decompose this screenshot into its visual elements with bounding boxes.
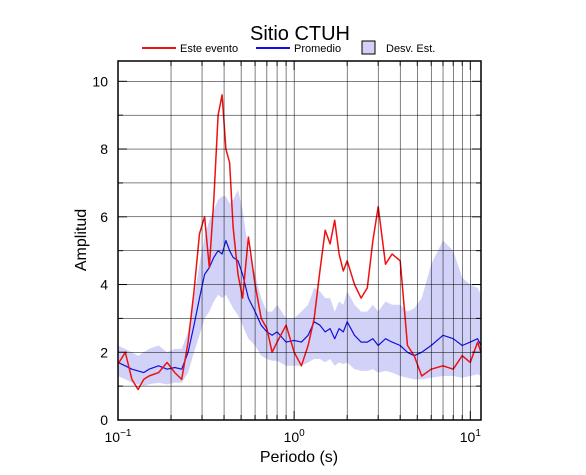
x-tick-label: 100 [284, 428, 306, 445]
y-tick-label: 2 [100, 344, 108, 360]
y-tick-label: 4 [100, 277, 108, 293]
y-axis-title: Amplitud [73, 209, 90, 271]
y-tick-label: 8 [100, 141, 108, 157]
series-desv-est-band [118, 189, 481, 387]
plot-area [117, 94, 482, 391]
ticks: 0 2 4 6 8 10 10−1 100 101 [92, 61, 481, 445]
legend: Este evento Promedio Desv. Est. [142, 40, 435, 55]
chart-title: Sitio CTUH [250, 23, 350, 45]
x-axis-title: Periodo (s) [260, 449, 338, 466]
x-tick-label: 101 [460, 428, 482, 445]
legend-label-desv-est: Desv. Est. [386, 43, 435, 55]
y-tick-label: 10 [92, 73, 108, 89]
legend-label-este-evento: Este evento [180, 43, 238, 55]
y-tick-label: 6 [100, 209, 108, 225]
axes [117, 60, 482, 421]
x-tick-label: 10−1 [105, 428, 132, 445]
y-tick-label: 0 [100, 412, 108, 428]
legend-swatch-desv-est [361, 40, 376, 55]
plot-frame [117, 60, 482, 421]
legend-label-promedio: Promedio [294, 43, 341, 55]
